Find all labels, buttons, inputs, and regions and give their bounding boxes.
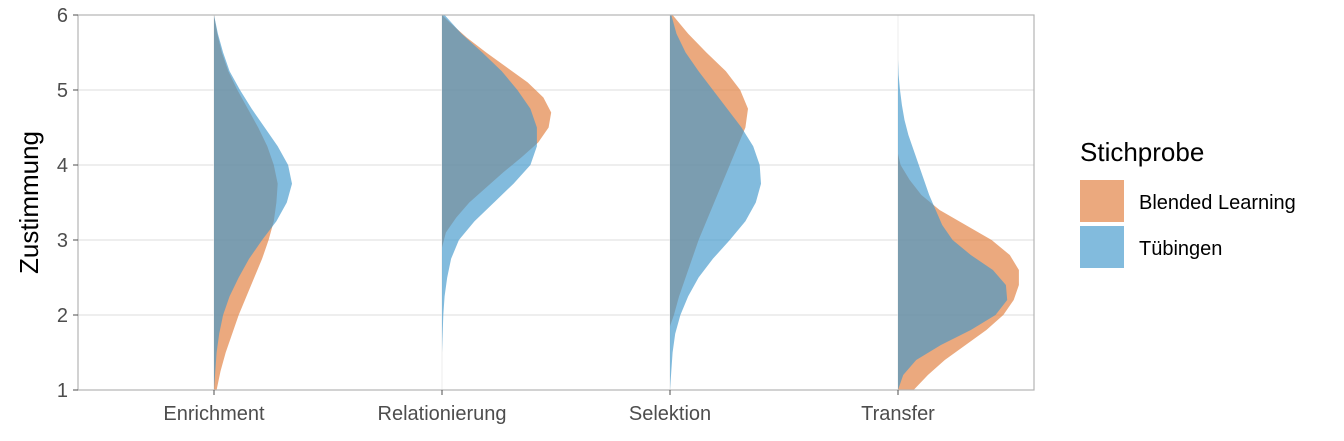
legend-label: Tübingen [1139,238,1222,260]
y-axis-ticks: 1 2 3 4 5 6 [57,5,78,402]
y-axis-title: Zustimmung [14,131,44,274]
violin-plot-area [214,15,1019,390]
y-tick-label: 4 [57,155,68,177]
x-tick-label-relationierung: Relationierung [378,403,507,425]
legend-swatch [1080,180,1124,222]
y-tick-label: 2 [57,305,68,327]
x-axis-ticks: Enrichment Relationierung Selektion Transfe… [163,390,935,425]
x-tick-label-transfer: Transfer [861,403,935,425]
y-tick-label: 6 [57,5,68,27]
y-tick-label: 1 [57,380,68,402]
violin-enrichment-tuebingen [214,15,292,390]
violin-relationierung-tuebingen [442,15,537,390]
x-tick-label-selektion: Selektion [629,403,711,425]
violin-selektion-tuebingen [670,15,761,390]
y-tick-label: 3 [57,230,68,252]
y-tick-label: 5 [57,80,68,102]
legend-title: Stichprobe [1080,137,1204,167]
legend: Stichprobe Blended Learning Tübingen [1080,137,1296,268]
x-tick-label-enrichment: Enrichment [163,403,265,425]
violin-transfer-tuebingen [898,60,1008,390]
legend-items: Blended Learning Tübingen [1080,180,1296,268]
legend-swatch [1080,226,1124,268]
panel-border [77,14,1035,391]
legend-label: Blended Learning [1139,192,1296,214]
